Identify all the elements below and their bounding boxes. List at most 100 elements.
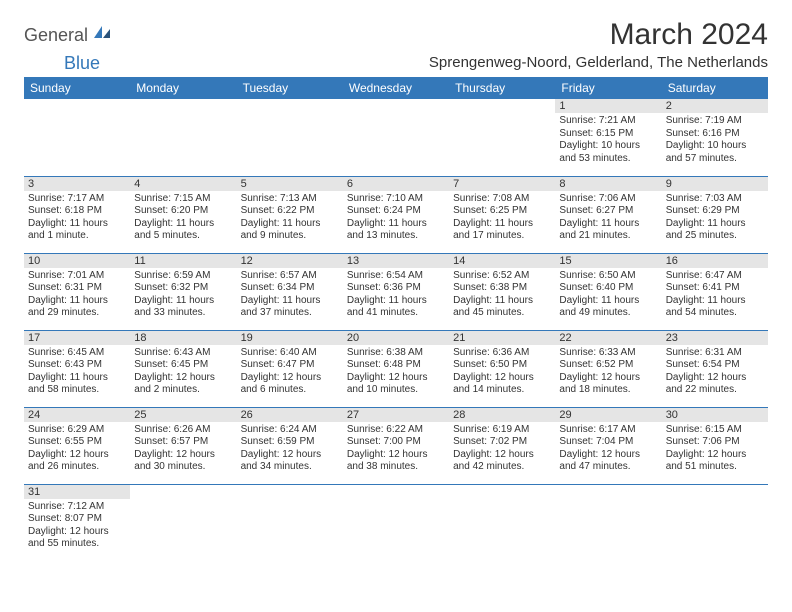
- calendar-empty-cell: [555, 484, 661, 561]
- calendar-empty-cell: [130, 99, 236, 176]
- day-number: 15: [555, 254, 661, 268]
- day-details: Sunrise: 7:17 AMSunset: 6:18 PMDaylight:…: [24, 191, 130, 245]
- day-details: Sunrise: 7:08 AMSunset: 6:25 PMDaylight:…: [449, 191, 555, 245]
- calendar-empty-cell: [343, 484, 449, 561]
- day-number: 23: [662, 331, 768, 345]
- calendar-day-cell: 12Sunrise: 6:57 AMSunset: 6:34 PMDayligh…: [237, 253, 343, 330]
- day-details: Sunrise: 6:47 AMSunset: 6:41 PMDaylight:…: [662, 268, 768, 322]
- calendar-day-cell: 1Sunrise: 7:21 AMSunset: 6:15 PMDaylight…: [555, 99, 661, 176]
- calendar-day-cell: 24Sunrise: 6:29 AMSunset: 6:55 PMDayligh…: [24, 407, 130, 484]
- calendar-week-row: 17Sunrise: 6:45 AMSunset: 6:43 PMDayligh…: [24, 330, 768, 407]
- calendar-day-cell: 11Sunrise: 6:59 AMSunset: 6:32 PMDayligh…: [130, 253, 236, 330]
- day-details: Sunrise: 6:19 AMSunset: 7:02 PMDaylight:…: [449, 422, 555, 476]
- day-number: 20: [343, 331, 449, 345]
- day-details: Sunrise: 7:06 AMSunset: 6:27 PMDaylight:…: [555, 191, 661, 245]
- calendar-day-cell: 18Sunrise: 6:43 AMSunset: 6:45 PMDayligh…: [130, 330, 236, 407]
- calendar-week-row: 1Sunrise: 7:21 AMSunset: 6:15 PMDaylight…: [24, 99, 768, 176]
- day-details: Sunrise: 6:31 AMSunset: 6:54 PMDaylight:…: [662, 345, 768, 399]
- day-details: Sunrise: 6:22 AMSunset: 7:00 PMDaylight:…: [343, 422, 449, 476]
- calendar-day-cell: 31Sunrise: 7:12 AMSunset: 8:07 PMDayligh…: [24, 484, 130, 561]
- weekday-header: Monday: [130, 77, 236, 99]
- day-number: 26: [237, 408, 343, 422]
- day-number: 27: [343, 408, 449, 422]
- day-details: Sunrise: 7:19 AMSunset: 6:16 PMDaylight:…: [662, 113, 768, 167]
- calendar-week-row: 24Sunrise: 6:29 AMSunset: 6:55 PMDayligh…: [24, 407, 768, 484]
- calendar-day-cell: 26Sunrise: 6:24 AMSunset: 6:59 PMDayligh…: [237, 407, 343, 484]
- month-title: March 2024: [429, 18, 768, 52]
- calendar-day-cell: 22Sunrise: 6:33 AMSunset: 6:52 PMDayligh…: [555, 330, 661, 407]
- day-details: Sunrise: 7:01 AMSunset: 6:31 PMDaylight:…: [24, 268, 130, 322]
- calendar-day-cell: 7Sunrise: 7:08 AMSunset: 6:25 PMDaylight…: [449, 176, 555, 253]
- day-number: 2: [662, 99, 768, 113]
- calendar-day-cell: 15Sunrise: 6:50 AMSunset: 6:40 PMDayligh…: [555, 253, 661, 330]
- day-details: Sunrise: 6:29 AMSunset: 6:55 PMDaylight:…: [24, 422, 130, 476]
- day-number: 24: [24, 408, 130, 422]
- calendar-day-cell: 3Sunrise: 7:17 AMSunset: 6:18 PMDaylight…: [24, 176, 130, 253]
- calendar-week-row: 31Sunrise: 7:12 AMSunset: 8:07 PMDayligh…: [24, 484, 768, 561]
- day-number: 29: [555, 408, 661, 422]
- day-details: Sunrise: 6:17 AMSunset: 7:04 PMDaylight:…: [555, 422, 661, 476]
- calendar-day-cell: 14Sunrise: 6:52 AMSunset: 6:38 PMDayligh…: [449, 253, 555, 330]
- brand-part2: Blue: [64, 53, 100, 74]
- weekday-header: Saturday: [662, 77, 768, 99]
- calendar-day-cell: 27Sunrise: 6:22 AMSunset: 7:00 PMDayligh…: [343, 407, 449, 484]
- calendar-day-cell: 30Sunrise: 6:15 AMSunset: 7:06 PMDayligh…: [662, 407, 768, 484]
- header: General March 2024 Sprengenweg-Noord, Ge…: [24, 18, 768, 71]
- day-number: 5: [237, 177, 343, 191]
- day-details: Sunrise: 7:13 AMSunset: 6:22 PMDaylight:…: [237, 191, 343, 245]
- weekday-header: Wednesday: [343, 77, 449, 99]
- day-number: 1: [555, 99, 661, 113]
- day-number: 22: [555, 331, 661, 345]
- day-number: 4: [130, 177, 236, 191]
- calendar-day-cell: 21Sunrise: 6:36 AMSunset: 6:50 PMDayligh…: [449, 330, 555, 407]
- day-number: 7: [449, 177, 555, 191]
- calendar-empty-cell: [237, 99, 343, 176]
- day-details: Sunrise: 7:15 AMSunset: 6:20 PMDaylight:…: [130, 191, 236, 245]
- location: Sprengenweg-Noord, Gelderland, The Nethe…: [429, 54, 768, 71]
- day-number: 10: [24, 254, 130, 268]
- calendar-empty-cell: [24, 99, 130, 176]
- day-details: Sunrise: 7:21 AMSunset: 6:15 PMDaylight:…: [555, 113, 661, 167]
- calendar-day-cell: 4Sunrise: 7:15 AMSunset: 6:20 PMDaylight…: [130, 176, 236, 253]
- calendar-day-cell: 8Sunrise: 7:06 AMSunset: 6:27 PMDaylight…: [555, 176, 661, 253]
- weekday-header: Friday: [555, 77, 661, 99]
- calendar-day-cell: 23Sunrise: 6:31 AMSunset: 6:54 PMDayligh…: [662, 330, 768, 407]
- calendar-empty-cell: [130, 484, 236, 561]
- calendar-day-cell: 10Sunrise: 7:01 AMSunset: 6:31 PMDayligh…: [24, 253, 130, 330]
- day-details: Sunrise: 6:45 AMSunset: 6:43 PMDaylight:…: [24, 345, 130, 399]
- day-details: Sunrise: 6:36 AMSunset: 6:50 PMDaylight:…: [449, 345, 555, 399]
- calendar-week-row: 3Sunrise: 7:17 AMSunset: 6:18 PMDaylight…: [24, 176, 768, 253]
- calendar-body: 1Sunrise: 7:21 AMSunset: 6:15 PMDaylight…: [24, 99, 768, 561]
- day-details: Sunrise: 6:24 AMSunset: 6:59 PMDaylight:…: [237, 422, 343, 476]
- weekday-header-row: SundayMondayTuesdayWednesdayThursdayFrid…: [24, 77, 768, 99]
- day-number: 8: [555, 177, 661, 191]
- brand-part1: General: [24, 25, 88, 46]
- calendar-day-cell: 19Sunrise: 6:40 AMSunset: 6:47 PMDayligh…: [237, 330, 343, 407]
- day-number: 9: [662, 177, 768, 191]
- day-number: 25: [130, 408, 236, 422]
- title-block: March 2024 Sprengenweg-Noord, Gelderland…: [429, 18, 768, 71]
- calendar-day-cell: 5Sunrise: 7:13 AMSunset: 6:22 PMDaylight…: [237, 176, 343, 253]
- calendar-day-cell: 20Sunrise: 6:38 AMSunset: 6:48 PMDayligh…: [343, 330, 449, 407]
- day-number: 31: [24, 485, 130, 499]
- calendar-day-cell: 29Sunrise: 6:17 AMSunset: 7:04 PMDayligh…: [555, 407, 661, 484]
- calendar-table: SundayMondayTuesdayWednesdayThursdayFrid…: [24, 77, 768, 561]
- brand-logo: General: [24, 18, 114, 47]
- day-number: 16: [662, 254, 768, 268]
- day-number: 18: [130, 331, 236, 345]
- day-details: Sunrise: 6:33 AMSunset: 6:52 PMDaylight:…: [555, 345, 661, 399]
- calendar-day-cell: 13Sunrise: 6:54 AMSunset: 6:36 PMDayligh…: [343, 253, 449, 330]
- day-details: Sunrise: 6:15 AMSunset: 7:06 PMDaylight:…: [662, 422, 768, 476]
- day-details: Sunrise: 7:10 AMSunset: 6:24 PMDaylight:…: [343, 191, 449, 245]
- day-details: Sunrise: 6:54 AMSunset: 6:36 PMDaylight:…: [343, 268, 449, 322]
- calendar-empty-cell: [343, 99, 449, 176]
- calendar-empty-cell: [237, 484, 343, 561]
- calendar-empty-cell: [449, 484, 555, 561]
- day-number: 19: [237, 331, 343, 345]
- day-details: Sunrise: 7:12 AMSunset: 8:07 PMDaylight:…: [24, 499, 130, 553]
- calendar-week-row: 10Sunrise: 7:01 AMSunset: 6:31 PMDayligh…: [24, 253, 768, 330]
- calendar-empty-cell: [662, 484, 768, 561]
- day-details: Sunrise: 6:50 AMSunset: 6:40 PMDaylight:…: [555, 268, 661, 322]
- day-details: Sunrise: 6:43 AMSunset: 6:45 PMDaylight:…: [130, 345, 236, 399]
- day-details: Sunrise: 6:52 AMSunset: 6:38 PMDaylight:…: [449, 268, 555, 322]
